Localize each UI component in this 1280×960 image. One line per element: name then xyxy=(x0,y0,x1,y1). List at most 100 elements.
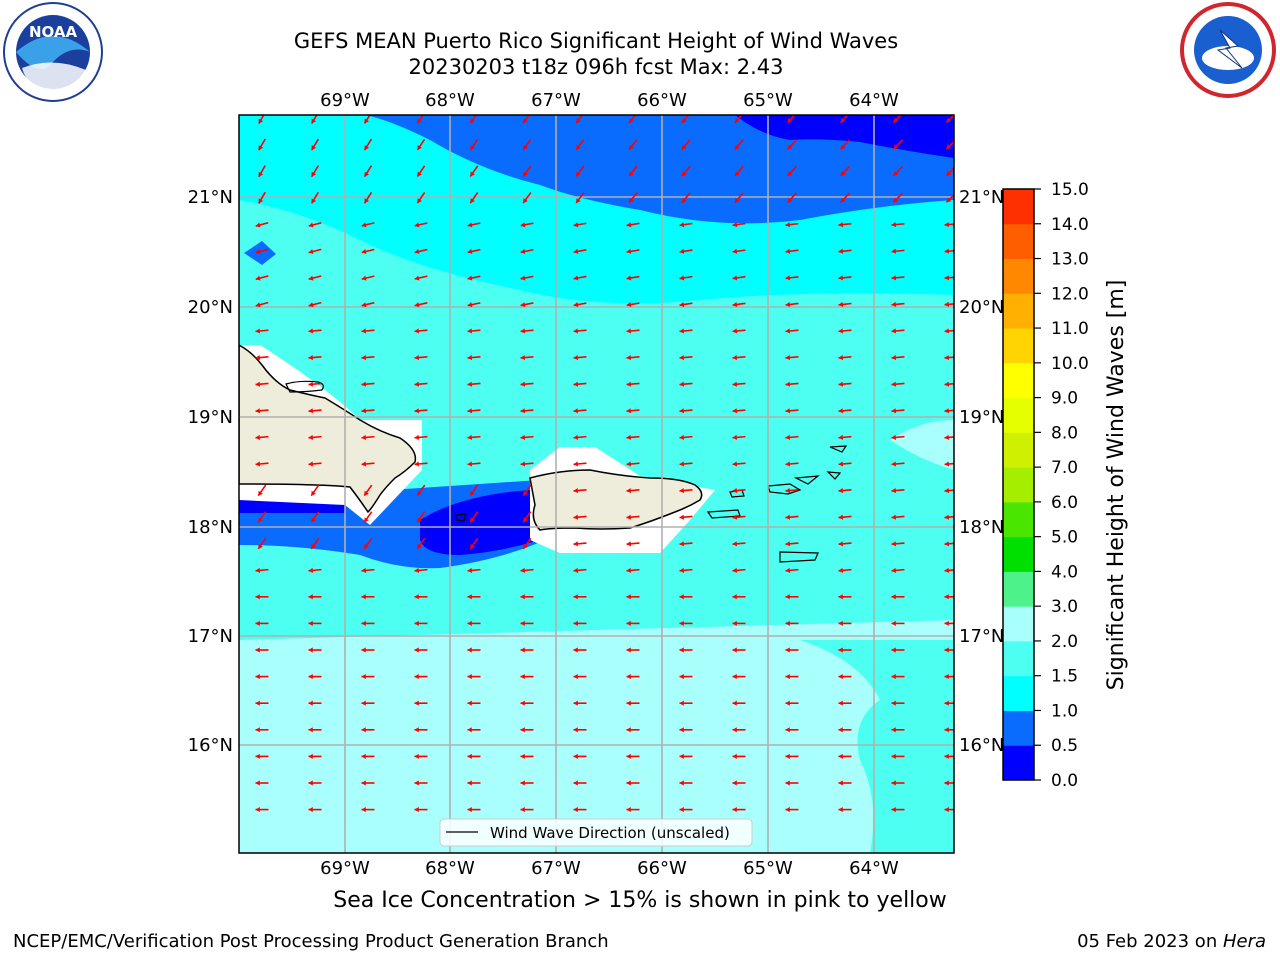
wave-arrow xyxy=(520,647,534,653)
wave-arrow xyxy=(626,434,640,440)
wave-arrow xyxy=(838,753,852,759)
wave-arrow xyxy=(626,674,640,680)
colorbar: 0.0 0.5 1.0 1.5 2.0 3.0 4.0 5.0 6.0 7.0 8.0 9.0 10.0… xyxy=(1002,180,1089,791)
wave-arrow xyxy=(255,647,269,653)
wave-arrow xyxy=(785,807,799,813)
wave-arrow xyxy=(787,192,797,204)
wave-arrow xyxy=(626,620,640,626)
wave-arrow xyxy=(310,165,320,178)
wave-arrow xyxy=(945,193,954,203)
lat-label-right: 19°N xyxy=(959,407,1004,428)
wave-arrow xyxy=(944,408,954,414)
wave-arrow xyxy=(626,488,640,494)
wave-arrow xyxy=(573,541,587,547)
wave-arrow xyxy=(891,567,905,573)
wave-arrow xyxy=(361,620,375,626)
lat-label-left: 21°N xyxy=(188,187,233,208)
wave-arrow xyxy=(255,780,269,786)
wave-arrow xyxy=(520,620,534,626)
wave-arrow xyxy=(626,461,640,467)
colorbar-segment xyxy=(1003,432,1034,468)
wave-arrow xyxy=(361,434,375,440)
lon-label-bottom: 67°W xyxy=(531,858,581,879)
wave-arrow xyxy=(258,138,266,151)
wave-arrow xyxy=(944,780,954,786)
wave-arrow xyxy=(838,381,852,387)
wave-arrow xyxy=(944,381,954,387)
wave-arrow xyxy=(732,594,746,600)
wave-arrow xyxy=(679,222,693,228)
wave-arrow xyxy=(363,511,373,523)
wave-arrow xyxy=(308,355,322,361)
wave-arrow xyxy=(520,222,534,228)
wave-arrow xyxy=(838,780,852,786)
colorbar-tick-label: 14.0 xyxy=(1051,215,1089,235)
wave-arrow xyxy=(944,301,954,307)
wave-arrow xyxy=(308,248,322,255)
wave-arrow xyxy=(255,727,269,733)
wave-arrow xyxy=(467,594,481,600)
wave-arrow xyxy=(892,115,903,124)
wave-arrow xyxy=(785,780,799,786)
wave-arrow xyxy=(414,275,428,281)
wave-arrow xyxy=(944,753,954,759)
footer-date-text: 05 Feb 2023 on xyxy=(1077,931,1223,952)
wave-arrow xyxy=(258,165,266,178)
wave-arrow xyxy=(414,594,428,600)
wave-arrow xyxy=(944,248,954,254)
wave-arrow xyxy=(785,541,799,547)
colorbar-tick-label: 8.0 xyxy=(1051,423,1078,443)
wave-arrow xyxy=(520,700,534,706)
wave-arrow xyxy=(575,138,585,151)
wave-arrow xyxy=(308,594,322,600)
lon-label-bottom: 65°W xyxy=(743,858,793,879)
wave-arrow xyxy=(522,511,532,523)
wave-arrow xyxy=(520,674,534,680)
wave-arrow xyxy=(416,138,426,151)
wave-arrow xyxy=(679,674,693,680)
wave-arrow xyxy=(945,140,954,150)
wave-arrow xyxy=(626,302,640,308)
wave-arrow xyxy=(414,727,428,733)
wave-arrow xyxy=(573,434,587,440)
wave-arrow xyxy=(414,674,428,680)
wave-arrow xyxy=(891,328,905,334)
wave-arrow xyxy=(414,780,428,786)
wave-arrow xyxy=(361,248,375,255)
lon-label-bottom: 68°W xyxy=(425,858,475,879)
wave-arrow xyxy=(785,620,799,626)
wave-arrow xyxy=(679,275,693,281)
wave-arrow xyxy=(361,461,375,467)
wave-arrow xyxy=(257,484,267,497)
wave-arrow xyxy=(681,165,691,177)
wave-arrow xyxy=(467,434,481,440)
wave-arrow xyxy=(944,620,954,626)
wave-arrow xyxy=(785,674,799,680)
wave-arrow xyxy=(732,434,746,440)
wave-arrow xyxy=(785,248,799,254)
colorbar-tick-label: 12.0 xyxy=(1051,284,1089,304)
wave-arrow xyxy=(626,727,640,733)
wave-arrow xyxy=(467,222,481,228)
colorbar-tick-label: 7.0 xyxy=(1051,458,1078,478)
wave-arrow xyxy=(838,275,852,281)
wave-arrow xyxy=(785,328,799,334)
wave-arrow xyxy=(308,727,322,733)
wave-arrow xyxy=(308,647,322,653)
wave-arrow xyxy=(785,381,799,387)
wave-arrow xyxy=(785,222,799,228)
wave-arrow xyxy=(679,488,693,494)
wave-arrow xyxy=(520,727,534,733)
wave-arrow xyxy=(310,138,320,151)
wave-arrow xyxy=(891,248,905,254)
wave-arrow xyxy=(732,647,746,653)
wave-arrow xyxy=(944,541,954,547)
wave-arrow xyxy=(414,355,428,361)
wave-arrow xyxy=(467,328,481,334)
wave-arrow xyxy=(891,488,905,494)
wave-arrow xyxy=(257,537,267,550)
lat-label-left: 20°N xyxy=(188,297,233,318)
wave-arrow xyxy=(626,248,640,254)
wave-arrow xyxy=(626,514,640,520)
wave-arrow xyxy=(785,594,799,600)
